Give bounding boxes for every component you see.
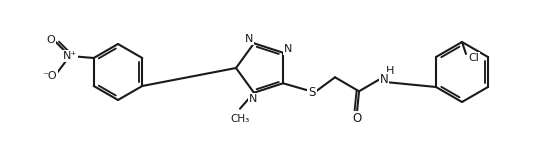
Text: methyl: methyl	[238, 113, 242, 114]
Text: O: O	[353, 112, 362, 125]
Text: N: N	[245, 34, 253, 44]
Text: N⁺: N⁺	[63, 51, 77, 61]
Text: Cl: Cl	[469, 53, 480, 63]
Text: N: N	[284, 44, 292, 54]
Text: ⁻O: ⁻O	[43, 71, 57, 81]
Text: S: S	[308, 86, 316, 99]
Text: O: O	[46, 35, 55, 45]
Text: CH₃: CH₃	[231, 114, 249, 124]
Text: methyl: methyl	[239, 115, 244, 116]
Text: N: N	[249, 94, 257, 104]
Text: N: N	[380, 73, 388, 86]
Text: H: H	[386, 66, 394, 76]
